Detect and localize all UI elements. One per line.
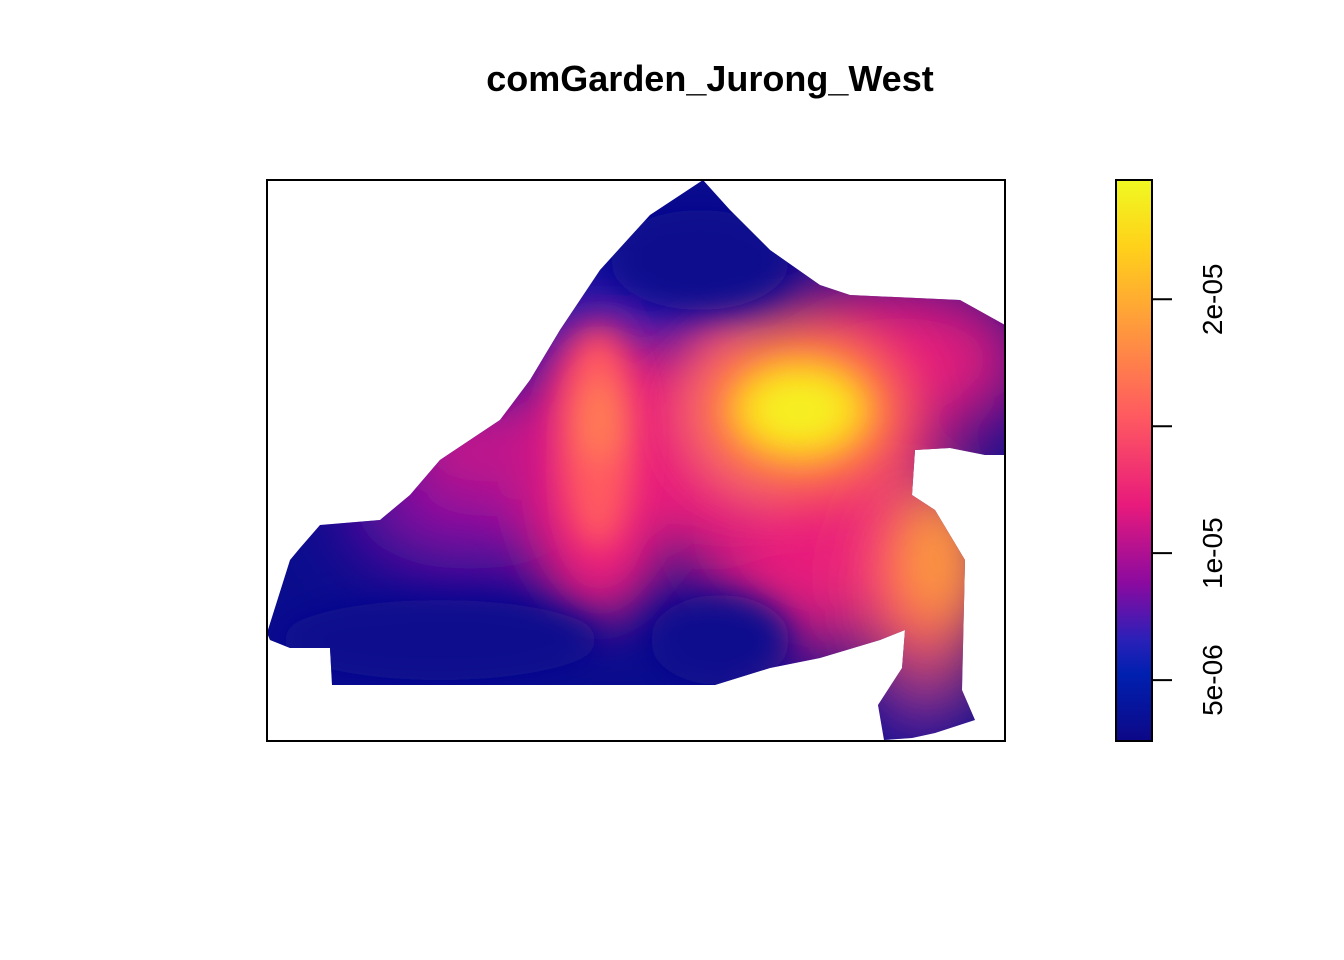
chart-title: comGarden_Jurong_West bbox=[486, 58, 934, 99]
plot-frame bbox=[266, 179, 1006, 742]
density-surface bbox=[267, 180, 1005, 740]
colorbar-tick-label: 5e-06 bbox=[1197, 644, 1228, 716]
colorbar: 5e-06 1e-05 2e-05 bbox=[1115, 179, 1228, 742]
colorbar-gradient bbox=[1115, 179, 1153, 742]
colorbar-tick-label: 1e-05 bbox=[1197, 517, 1228, 589]
colorbar-tick-label: 2e-05 bbox=[1197, 263, 1228, 335]
colorbar-ticks: 5e-06 1e-05 2e-05 bbox=[1152, 263, 1228, 716]
